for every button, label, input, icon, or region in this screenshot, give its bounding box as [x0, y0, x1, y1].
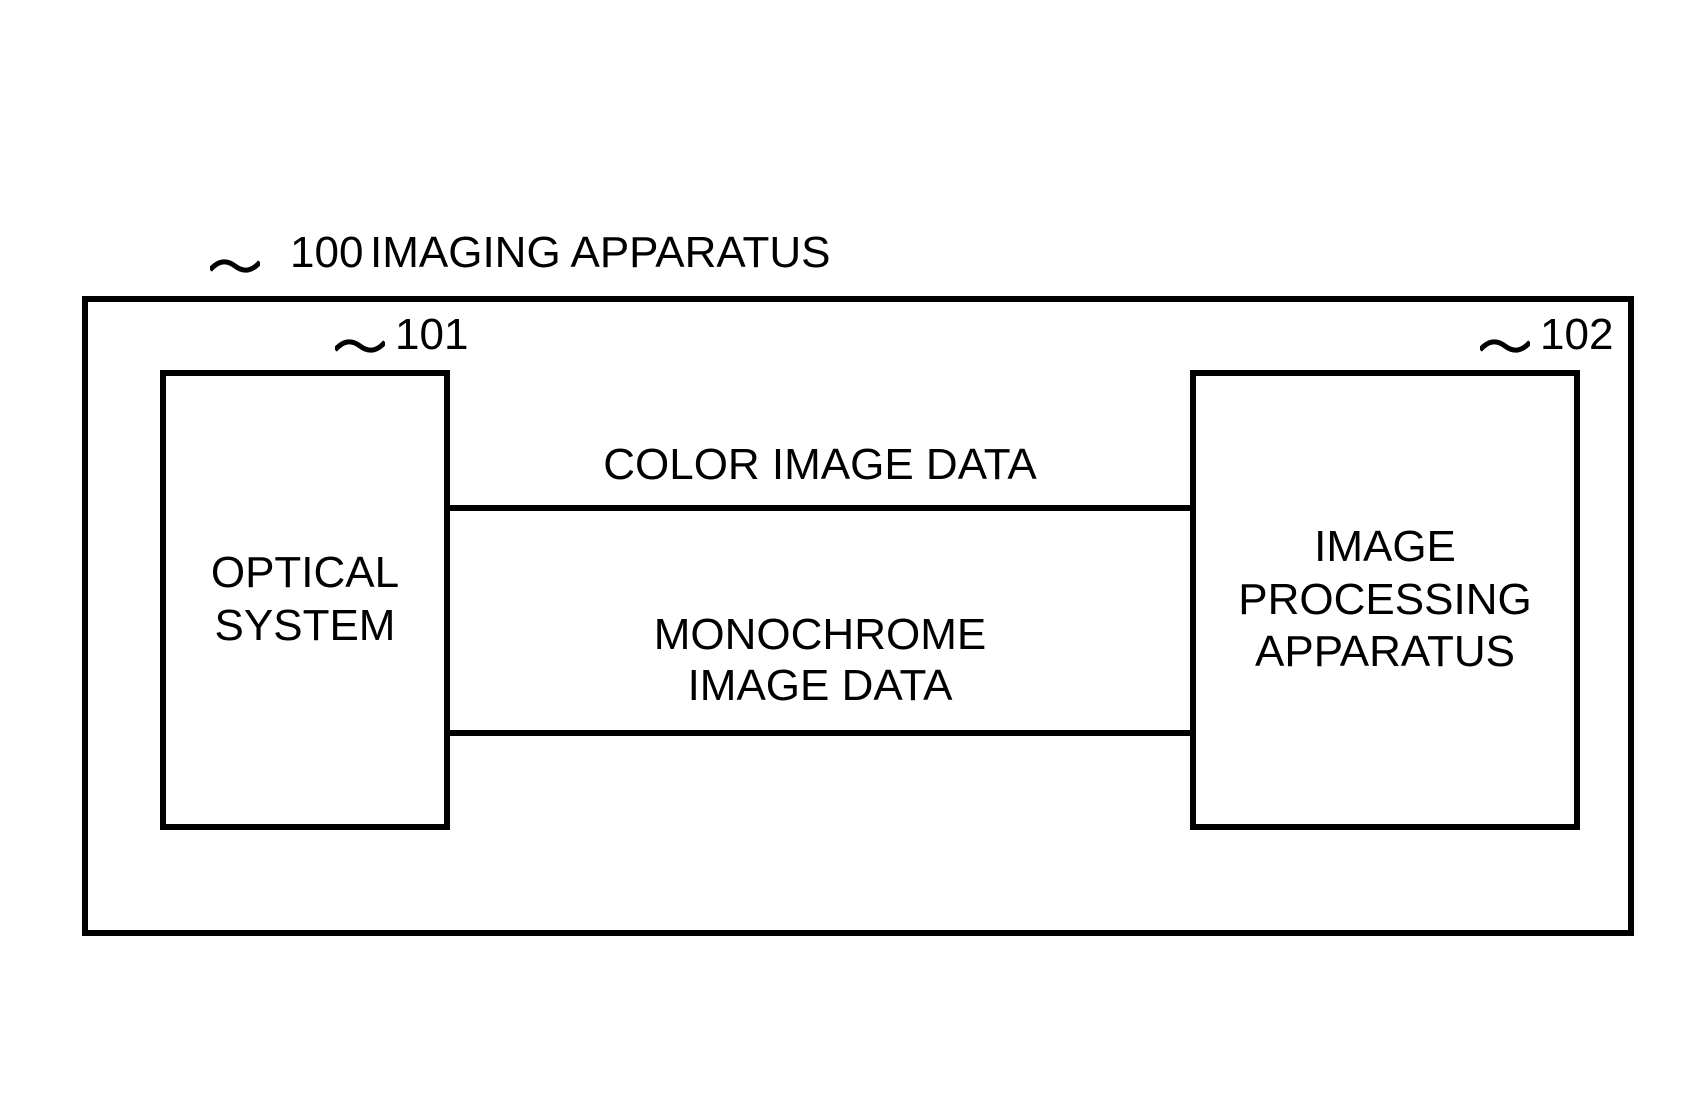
- monochrome-image-connector: [450, 730, 1190, 736]
- processor-ref-number: 102: [1540, 310, 1613, 360]
- image-processing-label: IMAGE PROCESSING APPARATUS: [1238, 521, 1531, 679]
- optical-system-label: OPTICAL SYSTEM: [211, 547, 399, 653]
- diagram-canvas: 100 IMAGING APPARATUS 101 102 OPTICAL SY…: [0, 0, 1683, 1099]
- tilde-mark-outer: [210, 256, 260, 276]
- color-image-connector: [450, 505, 1190, 511]
- outer-title: IMAGING APPARATUS: [370, 228, 830, 278]
- tilde-mark-left: [335, 336, 385, 356]
- color-image-label: COLOR IMAGE DATA: [600, 440, 1040, 491]
- outer-ref-number: 100: [290, 228, 363, 278]
- monochrome-image-label: MONOCHROME IMAGE DATA: [620, 610, 1020, 711]
- tilde-mark-right: [1480, 336, 1530, 356]
- optical-ref-number: 101: [395, 310, 468, 360]
- optical-system-block: OPTICAL SYSTEM: [160, 370, 450, 830]
- image-processing-block: IMAGE PROCESSING APPARATUS: [1190, 370, 1580, 830]
